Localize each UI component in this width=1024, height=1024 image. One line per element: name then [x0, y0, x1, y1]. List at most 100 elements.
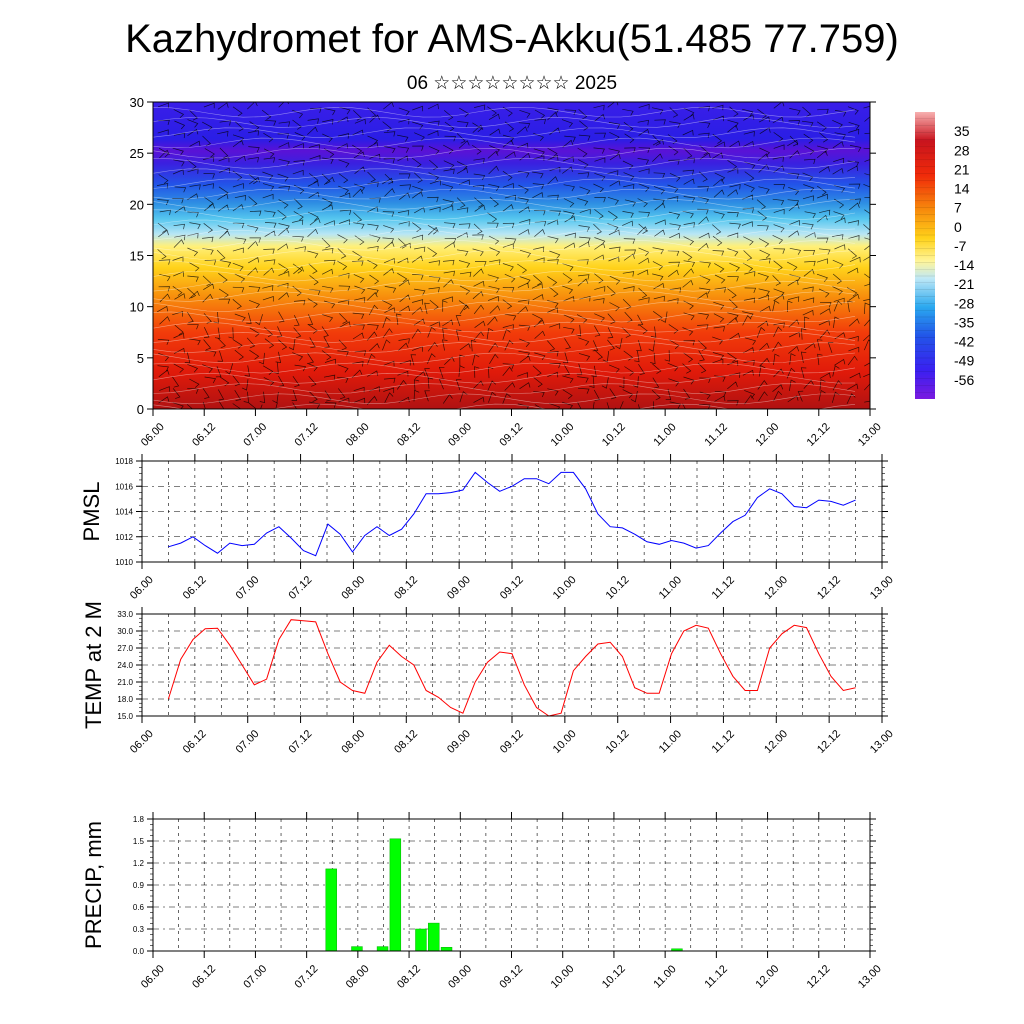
x-tick-label: 08.00 [339, 728, 367, 756]
pmsl-series-line [168, 471, 856, 557]
isotherm-contour [153, 342, 856, 353]
x-tick-label: 07.12 [286, 728, 314, 756]
cross-section-panel: 0 5 10 15 20 25 30 06.00 06.12 07.00 07.12 08.00 08… [130, 95, 884, 449]
precip-bar [351, 946, 363, 952]
wind-barb-row [159, 290, 870, 312]
y-tick-label: 1014 [115, 508, 133, 517]
x-tick-label: 09.12 [497, 421, 525, 449]
temp-series-line [167, 619, 856, 717]
colorbar-label: 21 [954, 161, 970, 177]
wind-barb-row [157, 300, 870, 327]
x-tick-label: 13.00 [868, 574, 896, 602]
isotherm-contour [153, 311, 856, 323]
y-tick-label: 1.5 [133, 837, 145, 846]
x-tick-label: 12.12 [815, 728, 843, 756]
precip-bar [389, 838, 402, 952]
chart-title: Kazhydromet for AMS-Akku(51.485 77.759) [125, 17, 899, 61]
isotherm-contour [153, 372, 856, 384]
y-tick-label: 0 [137, 402, 144, 417]
colorbar-label: -21 [954, 276, 974, 292]
y-tick-label: 1.2 [133, 859, 145, 868]
wind-barb-row [156, 176, 870, 197]
isotherm-contour [153, 403, 856, 409]
wind-barb-row [158, 164, 870, 185]
x-tick-label: 06.12 [181, 728, 209, 756]
x-tick-label: 08.12 [392, 574, 420, 602]
wind-barb-row [159, 202, 870, 223]
pmsl-panel: 1010 1012 1014 1016 1018 06.00 06.12 07.00 07.12… [79, 454, 896, 602]
y-tick-label: 1.8 [133, 815, 145, 824]
colorbar-label: 0 [954, 219, 962, 235]
y-tick-label: 10 [130, 300, 144, 315]
isotherm-contour [153, 147, 856, 159]
isotherm-contour [153, 383, 856, 394]
x-tick-label: 11.00 [657, 574, 684, 601]
y-tick-label: 33.0 [117, 610, 133, 619]
x-tick-label: 09.12 [498, 728, 526, 756]
isotherm-contour [153, 178, 856, 190]
y-tick-label: 0.0 [133, 947, 145, 956]
cross-section-x-axis: 06.00 06.12 07.00 07.12 08.00 08.12 09.00 09.12… [139, 409, 884, 449]
x-tick-label: 06.12 [190, 421, 218, 449]
x-tick-label: 07.00 [234, 574, 262, 602]
x-tick-label: 10.12 [600, 421, 628, 449]
colorbar-label: -42 [954, 334, 974, 350]
x-tick-label: 06.00 [139, 421, 167, 449]
x-tick-label: 10.12 [604, 728, 632, 756]
wind-barb-row [158, 111, 870, 133]
colorbar-label: -35 [954, 314, 974, 330]
isotherm-contour [153, 117, 856, 128]
y-tick-label: 21.0 [117, 678, 133, 687]
precip-bar [428, 922, 440, 952]
y-tick-label: 24.0 [117, 661, 133, 670]
y-tick-label: 1012 [115, 533, 133, 542]
isotherm-contour [153, 158, 856, 169]
x-tick-label: 06.00 [139, 963, 167, 991]
x-tick-label: 07.00 [241, 421, 269, 449]
y-tick-label: 5 [137, 351, 144, 366]
isotherm-contour [153, 393, 856, 405]
x-tick-label: 08.00 [344, 421, 372, 449]
temp-panel: 15.0 18.0 21.0 24.0 27.0 30.0 33.0 06.00 06.12 07… [81, 601, 896, 756]
isotherm-contour [153, 239, 856, 251]
x-tick-label: 12.00 [753, 963, 781, 991]
panel-frame [141, 460, 883, 563]
x-tick-label: 12.12 [805, 963, 833, 991]
isotherm-contour [153, 106, 856, 118]
x-tick-label: 09.00 [446, 421, 474, 449]
x-tick-label: 11.12 [703, 963, 730, 990]
x-tick-label: 09.12 [497, 963, 525, 991]
precip-bar [415, 928, 427, 952]
isotherm-contour [153, 301, 856, 313]
colorbar-label: -56 [954, 372, 974, 388]
x-tick-label: 11.00 [657, 728, 684, 755]
y-tick-label: 1010 [115, 558, 133, 567]
x-tick-label: 12.00 [753, 421, 781, 449]
x-tick-label: 07.12 [286, 574, 314, 602]
colorbar-label: 14 [954, 181, 970, 197]
y-axis-label: TEMP at 2 M [81, 601, 106, 729]
colorbar-label: -14 [954, 257, 974, 273]
isotherm-contour [153, 270, 856, 282]
wind-barb-row [158, 253, 870, 274]
colorbar-label: -7 [954, 238, 967, 254]
wind-barb-row [157, 351, 870, 378]
y-tick-label: 1016 [115, 482, 133, 491]
colorbar-label: 35 [954, 123, 970, 139]
wind-barb-row [157, 124, 870, 147]
x-tick-label: 13.00 [856, 963, 884, 991]
x-tick-label: 06.00 [128, 728, 156, 756]
cross-section-y-axis: 0 5 10 15 20 25 30 [130, 95, 876, 417]
x-tick-label: 07.00 [241, 963, 269, 991]
x-tick-label: 11.12 [710, 574, 737, 601]
isotherm-contour [153, 168, 856, 179]
isotherm-contour [153, 199, 856, 210]
x-tick-label: 06.12 [190, 963, 218, 991]
wind-barb-row [158, 339, 870, 365]
chart-subtitle: 06 ☆☆☆☆☆☆☆☆ 2025 [406, 73, 618, 94]
y-axis-label: PRECIP, mm [81, 821, 106, 949]
precip-panel: 0.0 0.3 0.6 0.9 1.2 1.5 1.8 06.00 06.12 07.00 07.1… [81, 812, 884, 991]
wind-barb-row [159, 149, 870, 171]
y-tick-label: 15 [130, 249, 144, 264]
